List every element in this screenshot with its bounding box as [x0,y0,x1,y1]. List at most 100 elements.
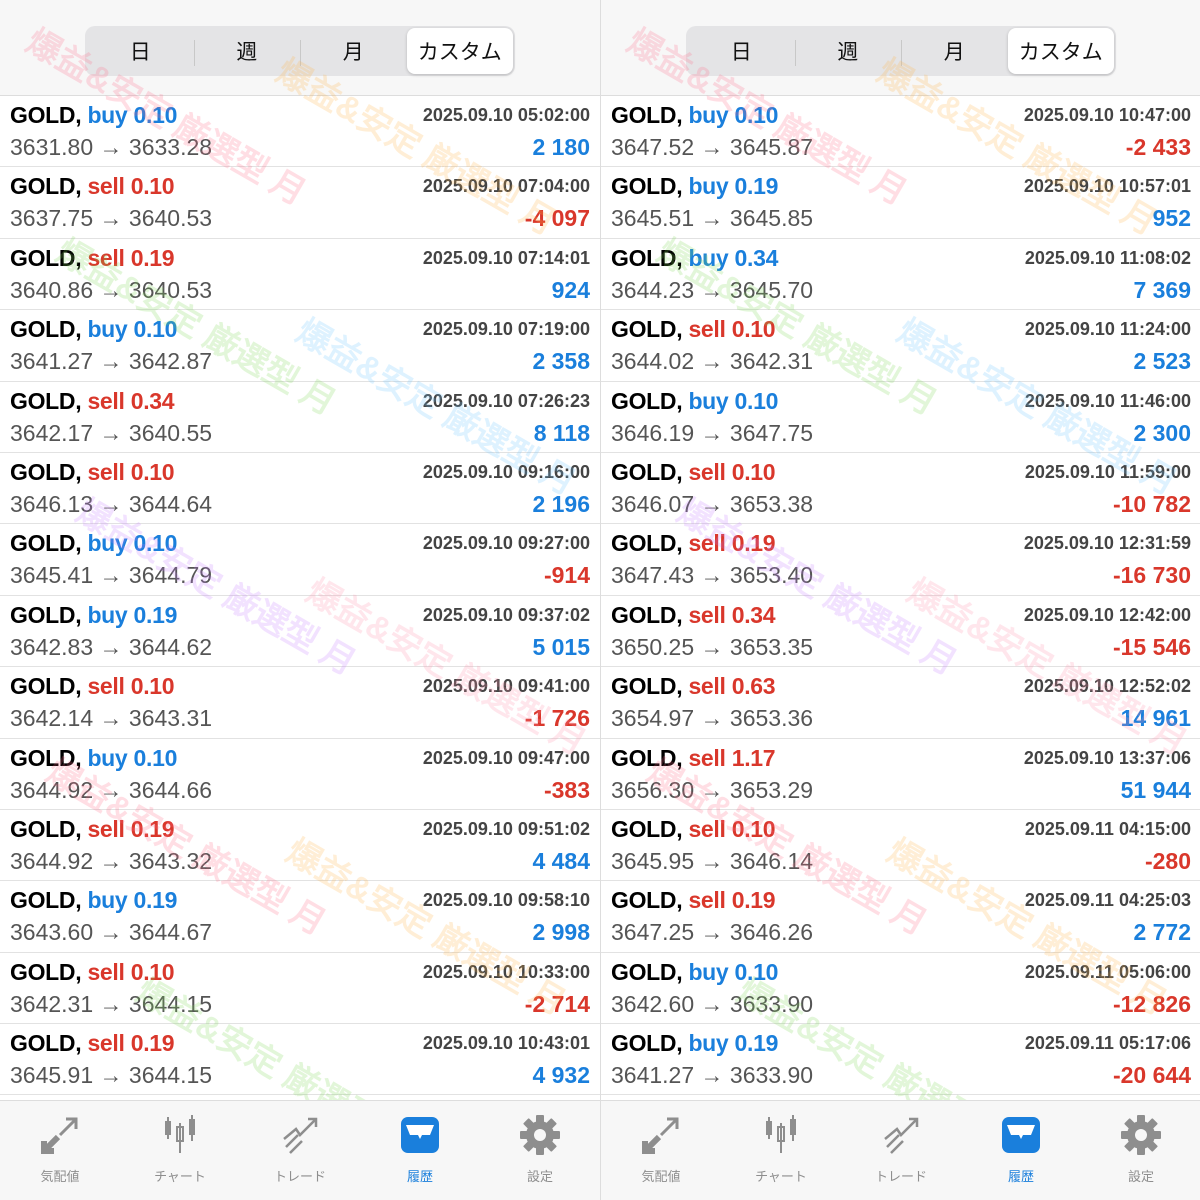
price-range: 3637.75 → 3640.53 [10,205,212,232]
trade-title: GOLD, sell 0.19 [611,530,776,557]
trade-row[interactable]: GOLD, buy 0.10 3641.27 → 3642.87 2025.09.1… [0,310,600,382]
trade-title: GOLD, sell 0.10 [611,459,776,486]
price-range: 3642.83 → 3644.62 [10,634,212,661]
trade-row[interactable]: GOLD, buy 0.10 3642.60 → 3633.90 2025.09.1… [601,953,1200,1025]
trade-title: GOLD, sell 0.10 [611,316,776,343]
trade-row[interactable]: GOLD, buy 0.10 3644.92 → 3644.66 2025.09.1… [0,739,600,810]
nav-trade-trend[interactable]: トレード [240,1101,360,1200]
arrow-right-icon: → [99,205,123,232]
tab-period-3[interactable]: カスタム [1007,28,1114,74]
symbol: GOLD, [10,173,82,200]
open-price: 3642.31 [10,990,94,1017]
nav-candlestick-chart[interactable]: チャート [120,1101,240,1200]
trade-profit: 5 015 [532,633,590,660]
trade-side: sell [87,458,125,485]
tab-period-2[interactable]: 月 [901,28,1008,74]
symbol: GOLD, [10,601,82,628]
symbol: GOLD, [10,102,82,128]
trade-row[interactable]: GOLD, sell 0.19 3647.25 → 3646.26 2025.09.… [601,881,1200,953]
price-range: 3646.19 → 3647.75 [611,420,813,447]
period-segmented-control[interactable]: 日 週月カスタム [85,26,515,76]
trade-title: GOLD, sell 0.19 [611,887,776,914]
trade-history-list[interactable]: GOLD, buy 0.10 3631.80 → 3633.28 2025.09.1… [0,96,600,1096]
price-range: 3642.60 → 3633.90 [611,991,813,1018]
trade-row[interactable]: GOLD, sell 0.10 3642.31 → 3644.15 2025.09.… [0,953,600,1025]
close-price: 3653.35 [729,633,814,660]
trade-profit: 2 523 [1133,348,1191,375]
trade-row[interactable]: GOLD, buy 0.19 3642.83 → 3644.62 2025.09.1… [0,596,600,668]
trade-time: 2025.09.10 13:37:06 [1023,747,1191,768]
nav-candlestick-chart[interactable]: チャート [721,1101,841,1200]
trade-row[interactable]: GOLD, sell 1.17 3656.30 → 3653.29 2025.09.… [601,739,1200,810]
open-price: 3646.19 [611,419,695,446]
trade-side: buy [87,530,128,557]
tab-period-1[interactable]: 週 [794,28,902,74]
trade-row[interactable]: GOLD, sell 0.63 3654.97 → 3653.36 2025.09.… [601,667,1200,739]
trade-row[interactable]: GOLD, sell 0.10 3646.07 → 3653.38 2025.09.… [601,453,1200,525]
price-range: 3647.43 → 3653.40 [611,562,813,589]
price-range: 3643.60 → 3644.67 [10,919,212,946]
trade-row[interactable]: GOLD, sell 0.10 3644.02 → 3642.31 2025.09.… [601,310,1200,382]
trade-row[interactable]: GOLD, sell 0.34 3642.17 → 3640.55 2025.09.… [0,382,600,453]
nav-settings-gear[interactable]: 設定 [480,1101,600,1200]
close-price: 3644.67 [128,919,213,946]
tab-period-3[interactable]: カスタム [406,28,513,74]
trade-side: sell [688,815,726,842]
trade-time: 2025.09.10 12:31:59 [1023,533,1191,554]
nav-settings-gear[interactable]: 設定 [1081,1101,1200,1200]
close-price: 3642.31 [729,348,814,375]
nav-quotes-arrows[interactable]: 気配値 [601,1101,721,1200]
close-price: 3643.31 [128,705,213,732]
trade-row[interactable]: GOLD, buy 0.19 3645.51 → 3645.85 2025.09.1… [601,167,1200,239]
arrow-right-icon: → [700,348,724,375]
trade-title: GOLD, buy 0.19 [611,173,778,200]
tab-period-2[interactable]: 月 [300,28,407,74]
close-price: 3644.64 [128,490,213,517]
price-range: 3631.80 → 3633.28 [10,134,212,161]
trade-row[interactable]: GOLD, buy 0.34 3644.23 → 3645.70 2025.09.1… [601,239,1200,311]
tab-period-0[interactable]: 日 [129,41,151,64]
trade-history-list[interactable]: GOLD, buy 0.10 3647.52 → 3645.87 2025.09.1… [601,96,1200,1096]
arrow-right-icon: → [99,1062,123,1089]
lot-size: 0.10 [734,102,779,128]
nav-trade-trend[interactable]: トレード [841,1101,961,1200]
trade-row[interactable]: GOLD, buy 0.10 3647.52 → 3645.87 2025.09.1… [601,96,1200,168]
arrow-right-icon: → [99,847,123,874]
symbol: GOLD, [10,815,82,842]
close-price: 3646.14 [729,847,814,874]
trade-row[interactable]: GOLD, sell 0.10 3646.13 → 3644.64 2025.09.… [0,453,600,525]
trade-row[interactable]: GOLD, buy 0.10 3631.80 → 3633.28 2025.09.1… [0,96,600,168]
tab-period-0[interactable]: 日 [730,41,752,64]
nav-history-inbox[interactable]: 履歴 [961,1101,1081,1200]
trade-row[interactable]: GOLD, sell 0.10 3642.14 → 3643.31 2025.09.… [0,667,600,739]
bottom-tab-bar: 気配値 チャート トレード 履歴 設定 [601,1100,1200,1200]
nav-quotes-arrows[interactable]: 気配値 [0,1101,120,1200]
quotes-arrows-icon [38,1113,82,1166]
trade-time: 2025.09.10 09:37:02 [422,604,590,625]
symbol: GOLD, [611,102,683,128]
tab-period-1[interactable]: 週 [193,28,301,74]
trade-row[interactable]: GOLD, buy 0.19 3641.27 → 3633.90 2025.09.1… [601,1024,1200,1096]
trade-row[interactable]: GOLD, sell 0.10 3637.75 → 3640.53 2025.09.… [0,167,600,239]
symbol: GOLD, [611,815,683,842]
trade-row[interactable]: GOLD, buy 0.10 3646.19 → 3647.75 2025.09.1… [601,382,1200,453]
trade-profit: 2 180 [532,134,590,160]
trade-row[interactable]: GOLD, buy 0.19 3643.60 → 3644.67 2025.09.1… [0,881,600,953]
trade-row[interactable]: GOLD, sell 0.10 3645.95 → 3646.14 2025.09.… [601,810,1200,882]
period-segmented-control[interactable]: 日 週月カスタム [686,26,1116,76]
nav-history-inbox[interactable]: 履歴 [360,1101,480,1200]
symbol: GOLD, [10,530,82,557]
trade-row[interactable]: GOLD, sell 0.34 3650.25 → 3653.35 2025.09.… [601,596,1200,668]
trade-profit: -10 782 [1112,490,1191,517]
trade-row[interactable]: GOLD, sell 0.19 3640.86 → 3640.53 2025.09.… [0,239,600,311]
trade-row[interactable]: GOLD, sell 0.19 3644.92 → 3643.32 2025.09.… [0,810,600,882]
trade-row[interactable]: GOLD, buy 0.10 3645.41 → 3644.79 2025.09.1… [0,524,600,596]
price-range: 3646.07 → 3653.38 [611,491,813,518]
trade-title: GOLD, sell 0.19 [10,245,175,272]
trade-title: GOLD, sell 0.63 [611,673,776,700]
trade-row[interactable]: GOLD, sell 0.19 3647.43 → 3653.40 2025.09.… [601,524,1200,596]
open-price: 3645.51 [611,205,695,232]
trade-row[interactable]: GOLD, sell 0.19 3645.91 → 3644.15 2025.09.… [0,1024,600,1096]
trade-profit: -4 097 [524,205,590,232]
trade-time: 2025.09.10 10:47:00 [1023,105,1191,125]
